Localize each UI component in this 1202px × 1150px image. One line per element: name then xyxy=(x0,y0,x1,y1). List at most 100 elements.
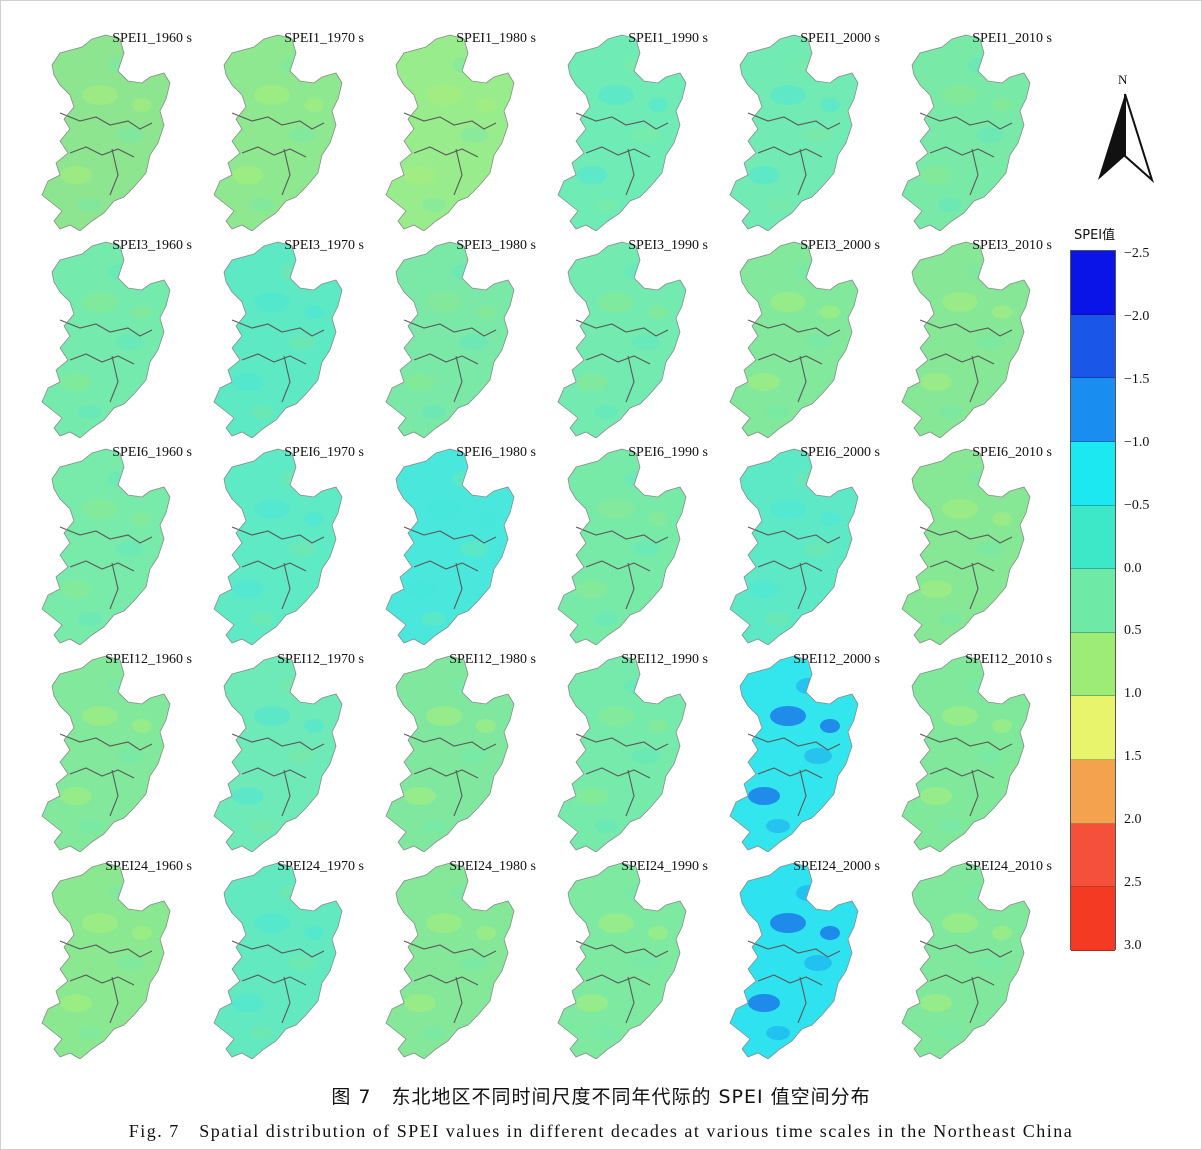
province-boundary xyxy=(231,733,325,751)
region-map xyxy=(901,34,1031,231)
region-outline xyxy=(901,655,1031,852)
spei-patch xyxy=(938,405,962,419)
region-map xyxy=(557,34,687,231)
region-fill xyxy=(386,35,514,231)
province-boundary xyxy=(231,319,325,337)
spei-patch xyxy=(254,913,290,933)
map-panel: SPEI24_1980 s xyxy=(374,853,546,1059)
province-boundary xyxy=(969,976,979,1024)
region-outline xyxy=(901,448,1031,645)
legend-tick-label: 2.5 xyxy=(1124,875,1142,891)
spei-patch xyxy=(770,292,806,312)
region-fill xyxy=(730,863,858,1059)
spei-patch xyxy=(78,405,102,419)
spei-patch xyxy=(304,926,324,940)
region-map xyxy=(557,655,687,852)
panel-label: SPEI12_1980 s xyxy=(449,652,536,667)
spei-patch xyxy=(632,955,660,971)
spei-patch xyxy=(232,787,264,805)
region-map xyxy=(213,862,343,1059)
region-fill xyxy=(214,242,342,438)
region-outline xyxy=(385,862,515,1059)
spei-patch xyxy=(804,541,832,557)
region-map xyxy=(213,448,343,645)
region-outline xyxy=(385,241,515,438)
spei-patch xyxy=(648,305,668,319)
region-outline xyxy=(213,241,343,438)
spei-patch xyxy=(632,541,660,557)
spei-patch xyxy=(404,166,436,184)
province-boundary xyxy=(413,974,479,986)
spei-patch xyxy=(820,719,840,733)
panel-label: SPEI3_1980 s xyxy=(456,238,536,253)
province-boundary xyxy=(797,976,807,1024)
spei-patch xyxy=(576,787,608,805)
province-boundary xyxy=(625,562,635,610)
province-boundary xyxy=(757,974,823,986)
legend-tick-label: −2.5 xyxy=(1124,246,1150,261)
spei-patch xyxy=(116,334,144,350)
panel-label: SPEI6_1980 s xyxy=(456,445,536,460)
province-boundary xyxy=(585,560,651,572)
province-boundary xyxy=(59,526,153,544)
province-boundary xyxy=(453,562,463,610)
province-boundary xyxy=(757,353,823,365)
region-fill xyxy=(902,242,1030,438)
spei-patch xyxy=(404,994,436,1012)
region-map xyxy=(213,241,343,438)
spei-patch xyxy=(748,994,780,1012)
spei-patch xyxy=(920,994,952,1012)
province-boundary xyxy=(231,526,325,544)
spei-patch xyxy=(422,405,446,419)
legend-swatch xyxy=(1071,887,1115,951)
spei-patch xyxy=(78,198,102,212)
spei-patch xyxy=(804,334,832,350)
north-label: N xyxy=(1118,72,1128,87)
panel-label: SPEI6_1990 s xyxy=(628,445,708,460)
region-outline xyxy=(729,655,859,852)
province-boundary xyxy=(575,319,669,337)
province-boundary xyxy=(969,769,979,817)
province-boundary xyxy=(59,733,153,751)
panel-label: SPEI24_1960 s xyxy=(105,859,192,874)
province-boundary xyxy=(575,940,669,958)
legend-title: SPEI值 xyxy=(1074,228,1116,243)
spei-patch xyxy=(942,706,978,726)
legend-swatch xyxy=(1071,696,1115,761)
spei-patch xyxy=(426,499,462,519)
province-boundary xyxy=(403,112,497,130)
province-boundary xyxy=(919,112,1013,130)
spei-patch xyxy=(404,373,436,391)
spei-patch xyxy=(82,85,118,105)
spei-patch xyxy=(820,512,840,526)
spei-patch xyxy=(976,541,1004,557)
spei-patch xyxy=(648,512,668,526)
province-boundary xyxy=(281,769,291,817)
spei-patch xyxy=(288,127,316,143)
spei-patch xyxy=(476,512,496,526)
region-outline xyxy=(557,862,687,1059)
region-fill xyxy=(42,242,170,438)
region-outline xyxy=(41,655,171,852)
province-boundary xyxy=(747,733,841,751)
map-panel: SPEI3_2010 s xyxy=(890,232,1062,438)
region-map xyxy=(41,655,171,852)
spei-patch xyxy=(576,373,608,391)
province-boundary xyxy=(413,560,479,572)
legend-tick-label: 0.5 xyxy=(1124,623,1142,639)
province-boundary xyxy=(281,976,291,1024)
province-boundary xyxy=(453,976,463,1024)
panel-label: SPEI3_1970 s xyxy=(284,238,364,253)
spei-patch xyxy=(232,994,264,1012)
province-boundary xyxy=(575,112,669,130)
map-panel: SPEI12_2000 s xyxy=(718,646,890,852)
spei-patch xyxy=(288,955,316,971)
spei-patch xyxy=(920,787,952,805)
spei-patch xyxy=(938,819,962,833)
province-boundary xyxy=(413,146,479,158)
spei-patch xyxy=(82,706,118,726)
panel-label: SPEI1_1990 s xyxy=(628,31,708,46)
region-outline xyxy=(557,241,687,438)
spei-patch xyxy=(766,612,790,626)
region-outline xyxy=(729,862,859,1059)
